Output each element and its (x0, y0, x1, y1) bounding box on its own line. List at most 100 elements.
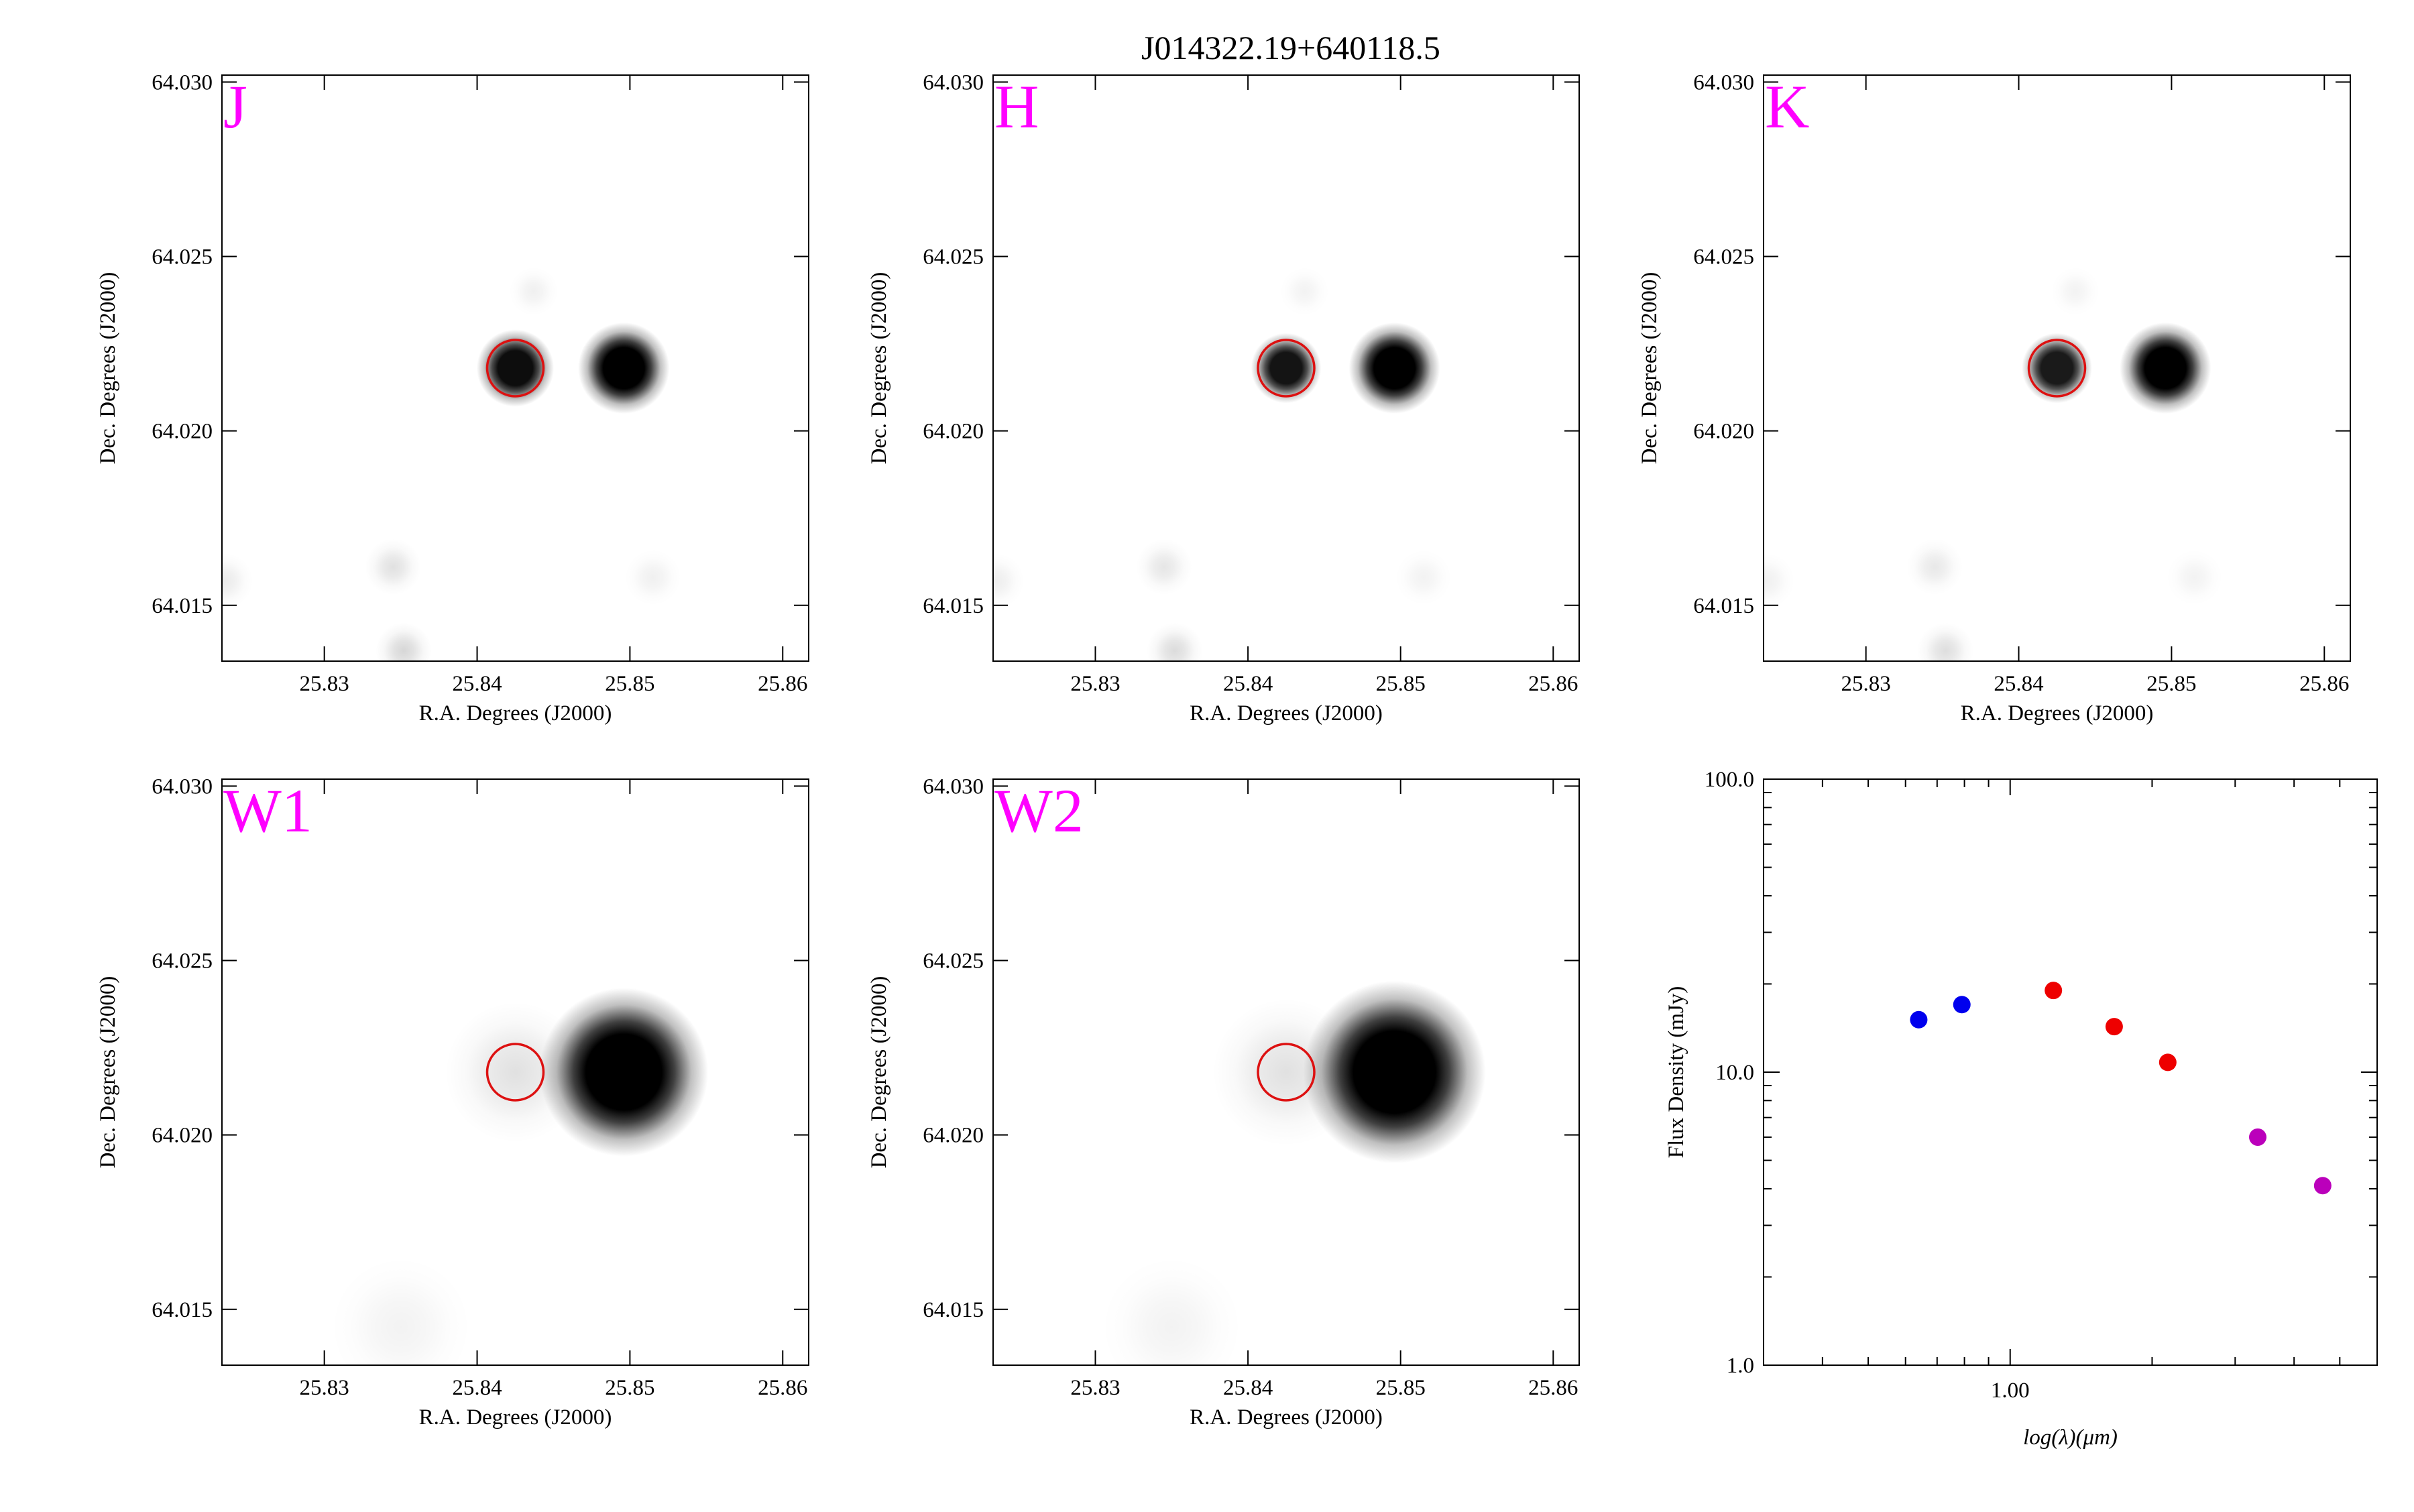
y-tick-label: 64.015 (152, 594, 213, 618)
y-axis-label: Dec. Degrees (J2000) (867, 272, 891, 465)
panels-group: 25.83 25.84 25.85 25.86 64.015 64.020 64.025 64… (96, 70, 2378, 1450)
x-axis-label: R.A. Degrees (J2000) (419, 701, 612, 725)
figure-title: J014322.19+640118.5 (1141, 29, 1440, 66)
y-axis-label: Flux Density (mJy) (1664, 986, 1688, 1159)
target-marker-circle (2027, 339, 2087, 398)
band-label-k: K (1765, 72, 1809, 141)
x-tick-label: 25.86 (758, 1376, 807, 1400)
x-tick-label: 25.86 (1528, 672, 1578, 696)
source-1 (1251, 333, 1322, 404)
x-tick-label: 25.83 (1070, 1376, 1120, 1400)
source-4 (1146, 622, 1203, 661)
x-tick-label: 25.83 (1841, 672, 1891, 696)
x-tick-label: 25.85 (1376, 672, 1426, 696)
source-1 (1303, 980, 1486, 1164)
panel-frame (1763, 74, 2351, 662)
y-tick-label: 64.020 (923, 420, 984, 444)
y-tick-label: 64.025 (152, 949, 213, 974)
sed-frame (1763, 778, 2378, 1366)
y-tick-label: 64.025 (923, 245, 984, 270)
y-axis-label: Dec. Degrees (J2000) (96, 976, 120, 1169)
y-tick-label: 64.030 (152, 774, 213, 799)
x-tick-label: 1.00 (1991, 1379, 2030, 1403)
y-tick-label: 64.015 (923, 594, 984, 618)
panel-frame (221, 778, 809, 1366)
source-5 (993, 553, 1025, 609)
source-2 (1348, 322, 1440, 414)
source-4 (1917, 622, 1974, 661)
source-4 (376, 622, 433, 661)
y-tick-label: 64.020 (152, 420, 213, 444)
sed-point (2045, 982, 2063, 1000)
x-tick-label: 25.83 (300, 1376, 349, 1400)
y-tick-label: 64.030 (923, 70, 984, 95)
target-marker-circle (1257, 339, 1316, 398)
sed-point (2248, 1128, 2266, 1146)
x-tick-label: 25.84 (1223, 672, 1273, 696)
y-tick-label: 64.020 (1693, 420, 1754, 444)
x-tick-label: 25.85 (2146, 672, 2196, 696)
y-tick-label: 64.025 (923, 949, 984, 974)
x-tick-label: 25.85 (605, 1376, 654, 1400)
x-tick-label: 25.85 (605, 672, 654, 696)
target-marker-circle (1257, 1043, 1316, 1102)
x-axis-label: log(λ)(μm) (2023, 1426, 2118, 1450)
image-sources (993, 266, 1452, 661)
sed-point (2105, 1018, 2123, 1036)
x-tick-label: 25.84 (452, 1376, 502, 1400)
source-6 (624, 549, 681, 606)
y-tick-label: 64.030 (1693, 70, 1754, 95)
target-marker-circle (485, 339, 545, 398)
x-tick-label: 25.86 (2299, 672, 2349, 696)
y-tick-label: 64.020 (152, 1124, 213, 1148)
image-sources (1101, 980, 1486, 1365)
sed-series-3 (2248, 1128, 2332, 1195)
sed-panel: 1.0 10.0 100.0 1.00 log(λ)(μm) Flux Density (… (1664, 768, 2378, 1450)
x-axis-label: R.A. Degrees (J2000) (1190, 1405, 1383, 1430)
source-7 (1279, 266, 1329, 316)
image-panel-h: 25.83 25.84 25.85 25.86 64.015 64.020 64.025 64… (867, 70, 1580, 725)
image-sources (330, 988, 709, 1365)
y-tick-label: 100.0 (1705, 768, 1754, 792)
source-2 (578, 322, 670, 414)
sed-series-1 (1910, 996, 1971, 1029)
x-tick-label: 25.84 (452, 672, 502, 696)
y-tick-label: 10.0 (1715, 1061, 1754, 1085)
x-tick-label: 25.84 (1223, 1376, 1273, 1400)
sed-point (2313, 1177, 2332, 1195)
source-2 (445, 1002, 586, 1143)
panel-frame (992, 778, 1580, 1366)
y-tick-label: 1.0 (1727, 1354, 1754, 1378)
y-tick-label: 64.030 (152, 70, 213, 95)
y-tick-label: 64.015 (923, 1298, 984, 1322)
source-7 (2051, 266, 2100, 316)
sed-series-2 (2045, 982, 2177, 1071)
source-6 (2166, 549, 2223, 606)
source-5 (1764, 553, 1795, 609)
sed-point (2159, 1053, 2177, 1071)
x-tick-label: 25.85 (1376, 1376, 1426, 1400)
image-panel-w1: 25.83 25.84 25.85 25.86 64.015 64.020 64.025 64… (96, 774, 809, 1430)
y-tick-label: 64.025 (1693, 245, 1754, 270)
sed-point (1910, 1010, 1928, 1029)
source-5 (222, 553, 253, 609)
y-tick-label: 64.020 (923, 1124, 984, 1148)
source-3 (365, 538, 422, 595)
y-tick-label: 64.015 (152, 1298, 213, 1322)
image-panel-j: 25.83 25.84 25.85 25.86 64.015 64.020 64.025 64… (96, 70, 809, 725)
y-axis-label: Dec. Degrees (J2000) (1637, 272, 1662, 465)
source-7 (509, 266, 559, 316)
panel-frame (992, 74, 1580, 662)
y-axis-label: Dec. Degrees (J2000) (867, 976, 891, 1169)
source-3 (330, 1256, 471, 1365)
y-tick-label: 64.015 (1693, 594, 1754, 618)
source-3 (1136, 538, 1192, 595)
sed-point (1953, 996, 1971, 1014)
x-tick-label: 25.84 (1994, 672, 2043, 696)
source-2 (2120, 322, 2211, 414)
band-label-j: J (223, 72, 247, 141)
y-tick-label: 64.025 (152, 245, 213, 270)
x-axis-label: R.A. Degrees (J2000) (419, 1405, 612, 1430)
